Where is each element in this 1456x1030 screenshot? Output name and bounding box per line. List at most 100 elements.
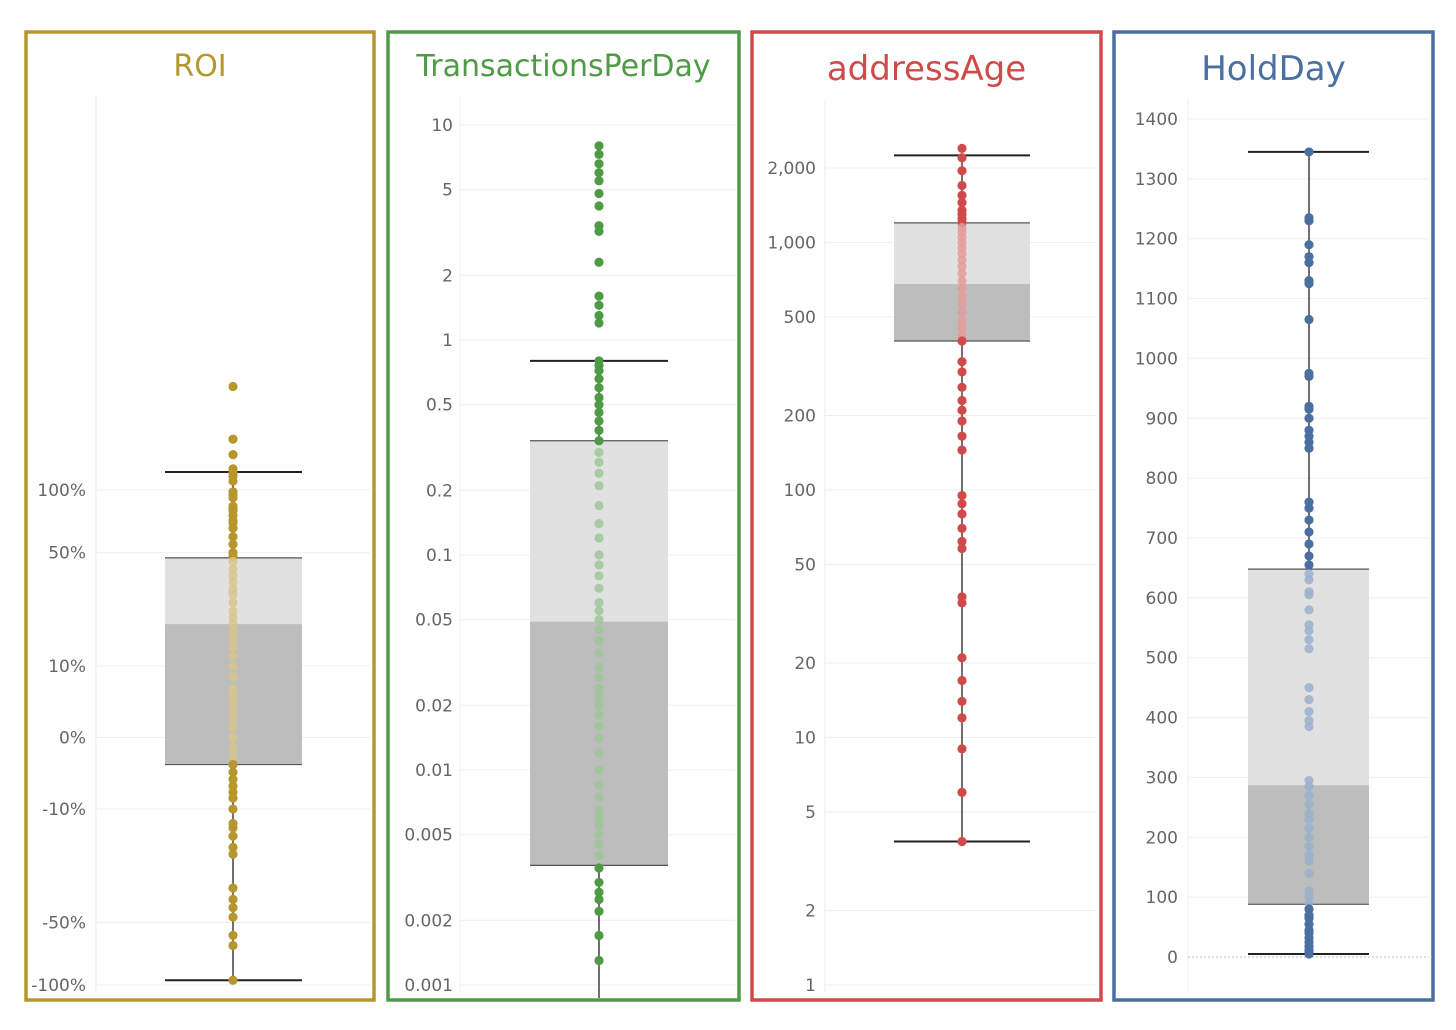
y-tick-label: 10 — [431, 116, 453, 136]
panel-3: addressAge 2,000 1,000 500 200 100 50 20 10 5 2 1 — [750, 30, 1103, 1002]
data-point — [594, 672, 604, 682]
data-point — [957, 308, 967, 318]
data-point — [228, 930, 238, 940]
data-point — [594, 201, 604, 211]
data-point — [1304, 841, 1314, 851]
data-point — [228, 912, 238, 922]
data-point — [594, 721, 604, 731]
data-point — [594, 168, 604, 178]
y-tick-label: 900 — [1146, 409, 1178, 429]
data-point — [594, 792, 604, 802]
data-point — [228, 434, 238, 444]
y-tick-label: 500 — [784, 308, 816, 328]
data-point — [957, 153, 967, 163]
y-tick-label: 100% — [37, 481, 86, 501]
data-point — [594, 188, 604, 199]
data-point — [957, 598, 967, 608]
data-point — [1304, 539, 1314, 549]
data-point — [228, 723, 238, 733]
y-tick-label: 0.05 — [415, 611, 453, 631]
data-point — [1304, 605, 1314, 615]
data-point — [594, 598, 604, 608]
y-tick-label: -50% — [42, 913, 86, 933]
y-tick-label: 0.002 — [404, 911, 453, 931]
y-tick-label: 200 — [1146, 828, 1178, 848]
data-point — [594, 392, 604, 403]
data-point — [594, 383, 604, 393]
data-point — [1304, 814, 1314, 824]
data-point — [228, 634, 238, 644]
y-tick-label: 50 — [794, 556, 816, 576]
y-tick-label: 0.001 — [404, 976, 453, 996]
y-tick-label: 1000 — [1135, 349, 1178, 369]
data-point — [594, 821, 604, 831]
data-point — [228, 698, 238, 708]
data-point — [228, 556, 238, 567]
data-point — [228, 523, 238, 533]
chart-title: addressAge — [827, 49, 1026, 89]
data-point — [1304, 240, 1314, 250]
data-point — [594, 906, 604, 916]
data-point — [957, 143, 967, 154]
data-point — [1304, 949, 1314, 959]
data-point — [594, 366, 604, 376]
y-tick-label: 10% — [48, 657, 86, 677]
data-point — [957, 787, 967, 798]
y-tick-label: 600 — [1146, 589, 1178, 609]
data-point — [228, 793, 238, 803]
data-point — [228, 626, 238, 636]
data-point — [1304, 721, 1314, 732]
data-point — [594, 615, 604, 625]
data-point — [228, 705, 238, 716]
data-point — [957, 367, 967, 377]
data-point — [228, 903, 238, 913]
chart-title: ROI — [173, 49, 226, 84]
y-tick-label: 800 — [1146, 469, 1178, 489]
data-point — [957, 836, 967, 847]
y-tick-label: 50% — [48, 544, 86, 564]
data-point — [228, 842, 238, 852]
data-point — [1304, 635, 1314, 645]
y-tick-label: 1300 — [1135, 170, 1178, 190]
data-point — [228, 831, 238, 841]
data-point — [594, 374, 604, 384]
data-point — [957, 255, 967, 265]
data-point — [957, 166, 967, 176]
data-point — [1304, 590, 1314, 600]
data-point — [957, 323, 967, 333]
data-point — [594, 805, 604, 815]
y-tick-label: 400 — [1146, 709, 1178, 729]
y-tick-label: 0.5 — [426, 396, 453, 416]
data-point — [228, 577, 238, 587]
data-point — [594, 176, 604, 186]
data-point — [228, 619, 238, 629]
data-point — [594, 648, 604, 658]
y-tick-label: 2 — [442, 266, 453, 286]
data-point — [594, 850, 604, 861]
data-point — [957, 300, 967, 310]
data-point — [957, 675, 967, 686]
data-point — [594, 894, 604, 905]
y-tick-label: 500 — [1146, 649, 1178, 669]
data-point — [957, 416, 967, 426]
data-point — [1304, 371, 1314, 381]
box-upper — [530, 440, 668, 622]
data-point — [957, 509, 967, 519]
data-point — [594, 457, 604, 467]
y-tick-label: 10 — [794, 729, 816, 749]
panel-1: ROI 100% 50% 10% 0% -10% -50% -100% — [24, 30, 376, 1002]
data-point — [594, 226, 604, 236]
data-point — [1304, 560, 1314, 570]
data-point — [594, 291, 604, 301]
data-point — [594, 481, 604, 491]
data-point — [1304, 515, 1314, 525]
data-point — [1304, 823, 1314, 833]
data-point — [228, 975, 238, 985]
data-point — [228, 940, 238, 951]
data-point — [594, 310, 604, 321]
data-point — [228, 823, 238, 833]
data-point — [957, 382, 967, 392]
y-tick-label: 1 — [442, 331, 453, 351]
panel-frame — [386, 30, 741, 1002]
data-point — [594, 447, 604, 458]
